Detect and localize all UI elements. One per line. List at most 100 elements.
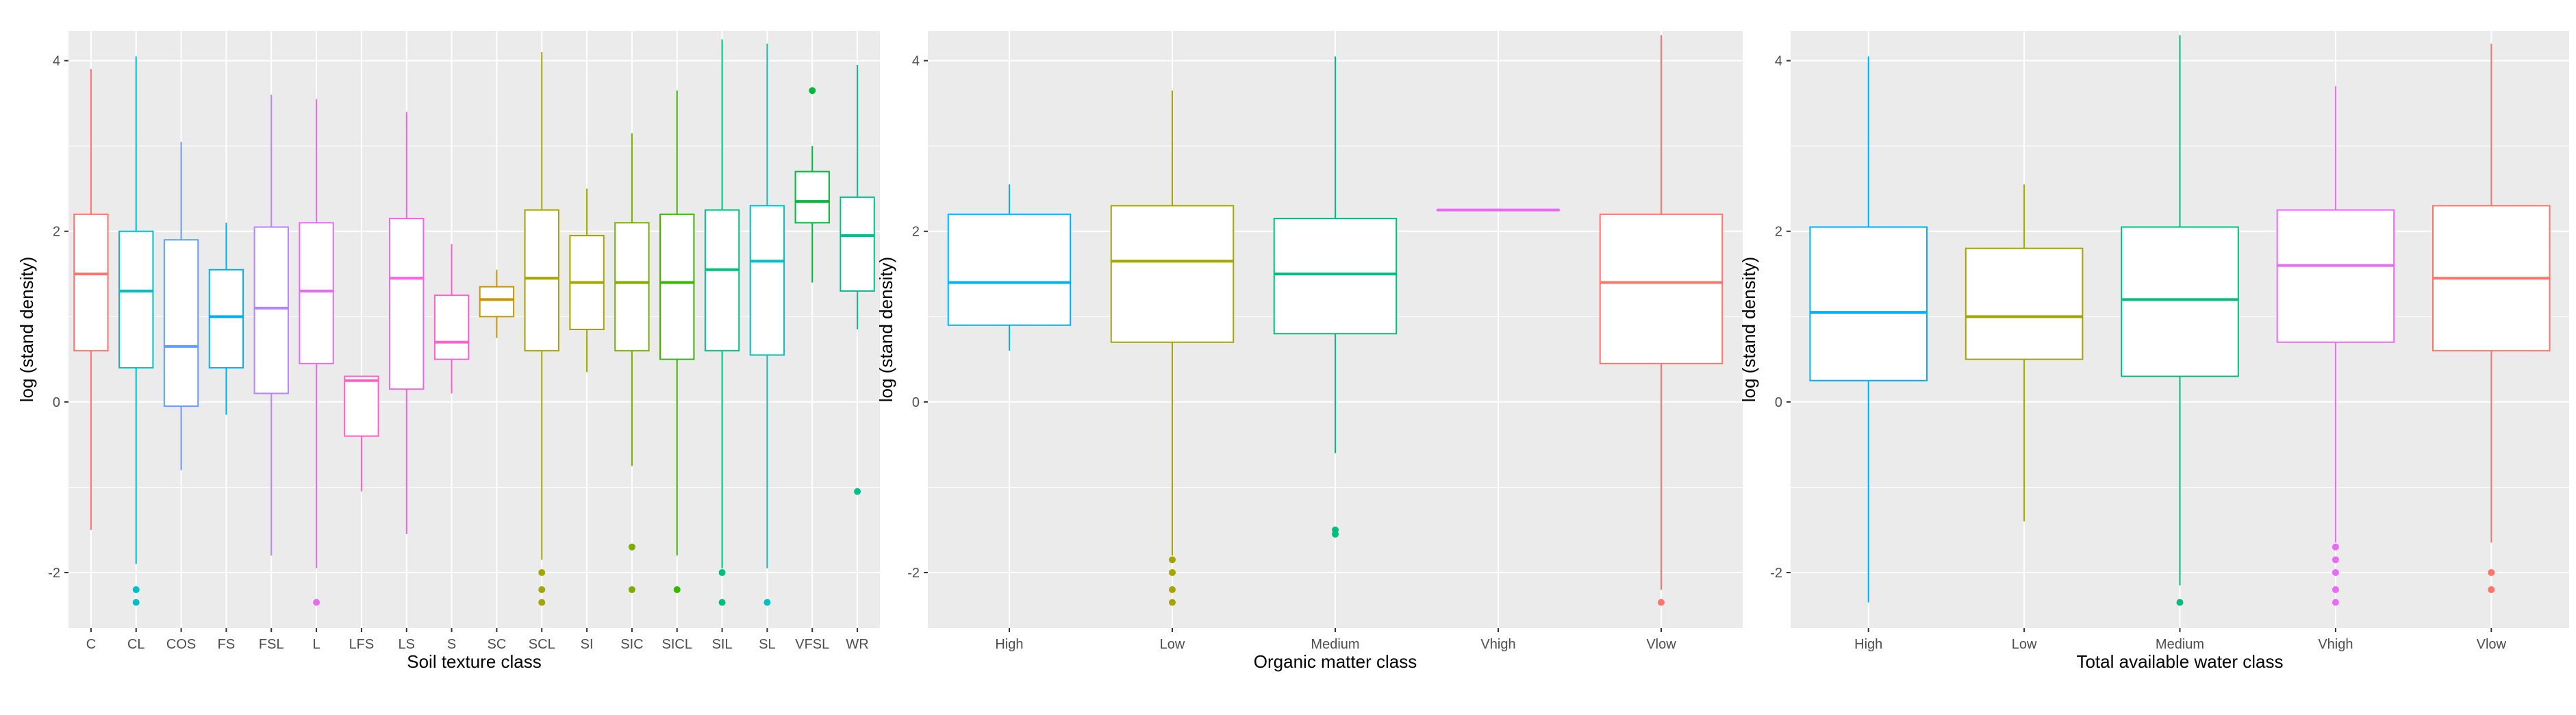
box-iqr <box>299 222 334 364</box>
outlier-point <box>2488 586 2495 593</box>
box-SL <box>749 43 785 606</box>
y-tick-label: 0 <box>912 395 920 410</box>
box-iqr <box>479 286 515 318</box>
outlier-point <box>673 586 681 593</box>
y-tick-label: -2 <box>907 566 920 581</box>
box-CL <box>118 56 154 606</box>
box-SIC <box>614 133 650 593</box>
box-Medium <box>2121 35 2239 606</box>
box-LFS <box>344 375 379 492</box>
x-tick-label: SIL <box>712 637 733 652</box>
x-tick-label: Medium <box>1311 637 1359 652</box>
box-SC <box>479 269 515 338</box>
x-tick-label: SI <box>581 637 594 652</box>
outlier-point <box>1169 569 1176 577</box>
x-tick-label: Medium <box>2156 637 2204 652</box>
y-tick-label: 4 <box>912 54 920 69</box>
box-VFSL <box>794 87 830 283</box>
x-axis-title: Organic matter class <box>1254 651 1417 672</box>
box-iqr <box>208 268 244 369</box>
box-iqr <box>839 196 875 292</box>
outlier-point <box>1169 586 1176 593</box>
box-iqr <box>253 226 289 394</box>
y-tick-label: 4 <box>1775 54 1782 69</box>
box-iqr <box>524 209 559 352</box>
y-tick-label: 0 <box>1775 395 1782 410</box>
outlier-point <box>809 87 816 95</box>
outlier-point <box>313 599 320 606</box>
x-tick-label: SIC <box>620 637 643 652</box>
x-tick-label: High <box>1854 637 1882 652</box>
outlier-point <box>538 569 546 577</box>
y-tick-label: -2 <box>48 566 60 581</box>
x-tick-label: Low <box>2012 637 2037 652</box>
box-COS <box>163 141 199 471</box>
y-tick-label: 2 <box>912 225 920 240</box>
x-axis-title: Soil texture class <box>407 651 542 672</box>
outlier-point <box>2488 569 2495 577</box>
chart-panel-3: -2 0 2 4 High Low Medium Vhigh Vlow Total availab… <box>1739 31 2569 672</box>
box-iqr <box>749 205 785 356</box>
box-iqr <box>344 375 379 437</box>
box-High <box>1809 56 1928 603</box>
x-tick-label: L <box>313 637 320 652</box>
x-tick-label: SICL <box>662 637 692 652</box>
box-iqr <box>947 213 1072 326</box>
box-iqr <box>1599 213 1723 364</box>
box-iqr <box>2276 209 2395 343</box>
box-Vlow <box>1599 35 1723 606</box>
box-Vhigh <box>2276 86 2395 606</box>
outlier-point <box>1332 530 1339 538</box>
outlier-point <box>1658 599 1665 606</box>
x-tick-label: High <box>995 637 1023 652</box>
chart-panel-2: -2 0 2 4 High Low Medium Vhigh Vlow Organic matte… <box>876 31 1743 672</box>
x-axis-title: Total available water class <box>2076 651 2283 672</box>
outlier-point <box>132 599 140 606</box>
x-tick-label: Low <box>1160 637 1185 652</box>
outlier-point <box>854 488 861 495</box>
y-tick-label: 4 <box>53 54 60 69</box>
box-iqr <box>704 209 740 352</box>
x-tick-label: Vhigh <box>2318 637 2353 652</box>
box-Low <box>1965 184 2084 522</box>
panel-background <box>68 31 880 628</box>
x-tick-label: FSL <box>259 637 284 652</box>
y-axis-title: log (stand density) <box>16 257 37 402</box>
box-SCL <box>524 52 559 606</box>
x-tick-label: S <box>447 637 456 652</box>
box-iqr <box>1809 226 1928 381</box>
box-iqr <box>794 171 830 224</box>
outlier-point <box>1169 599 1176 606</box>
x-tick-label: CL <box>127 637 145 652</box>
outlier-point <box>2332 543 2339 551</box>
box-iqr <box>2121 226 2239 377</box>
box-Vlow <box>2432 43 2551 593</box>
box-SIL <box>704 39 740 606</box>
chart-panel-1: -2 0 2 4 C CL COS FS FSL L LFS LS S SC SCL SI SIC SICL SIL… <box>16 31 880 672</box>
outlier-point <box>538 599 546 606</box>
box-iqr <box>73 213 109 352</box>
box-iqr <box>389 218 425 390</box>
outlier-point <box>2332 586 2339 593</box>
x-tick-label: Vhigh <box>1480 637 1515 652</box>
outlier-point <box>763 599 771 606</box>
box-SI <box>569 188 605 373</box>
outlier-point <box>2332 569 2339 577</box>
box-iqr <box>1273 218 1398 335</box>
x-tick-label: WR <box>846 637 868 652</box>
box-High <box>947 184 1072 351</box>
box-WR <box>839 64 875 495</box>
y-axis-title: log (stand density) <box>1739 257 1759 402</box>
x-tick-label: SCL <box>529 637 555 652</box>
box-iqr <box>1965 247 2084 360</box>
box-iqr <box>163 239 199 407</box>
y-tick-label: 2 <box>1775 225 1782 240</box>
box-iqr <box>1110 205 1235 343</box>
box-Medium <box>1273 56 1398 538</box>
box-Low <box>1110 90 1235 606</box>
x-tick-label: Vlow <box>1646 637 1676 652</box>
x-tick-label: VFSL <box>795 637 829 652</box>
outlier-point <box>538 586 546 593</box>
x-tick-label: C <box>86 637 96 652</box>
